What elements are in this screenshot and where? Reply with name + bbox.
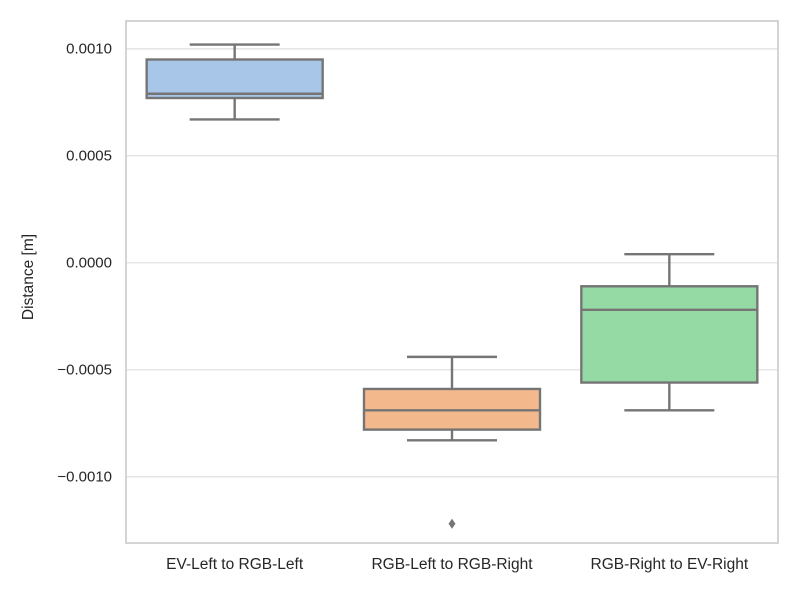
outlier-diamond	[448, 518, 456, 529]
y-tick-label: 0.0010	[66, 40, 112, 58]
y-tick-label: −0.0010	[57, 468, 112, 486]
y-axis-label: Distance [m]	[20, 233, 37, 321]
x-tick-label: RGB-Left to RGB-Right	[371, 556, 533, 573]
y-tick-label: 0.0005	[66, 147, 112, 165]
iqr-box	[145, 58, 324, 100]
y-tick-label: −0.0005	[57, 361, 112, 379]
iqr-box	[580, 285, 759, 384]
x-tick-label: RGB-Right to EV-Right	[590, 556, 749, 573]
axes-frame	[125, 20, 779, 544]
y-tick-label: 0.0000	[66, 254, 112, 272]
x-tick-label: EV-Left to RGB-Left	[166, 556, 304, 573]
